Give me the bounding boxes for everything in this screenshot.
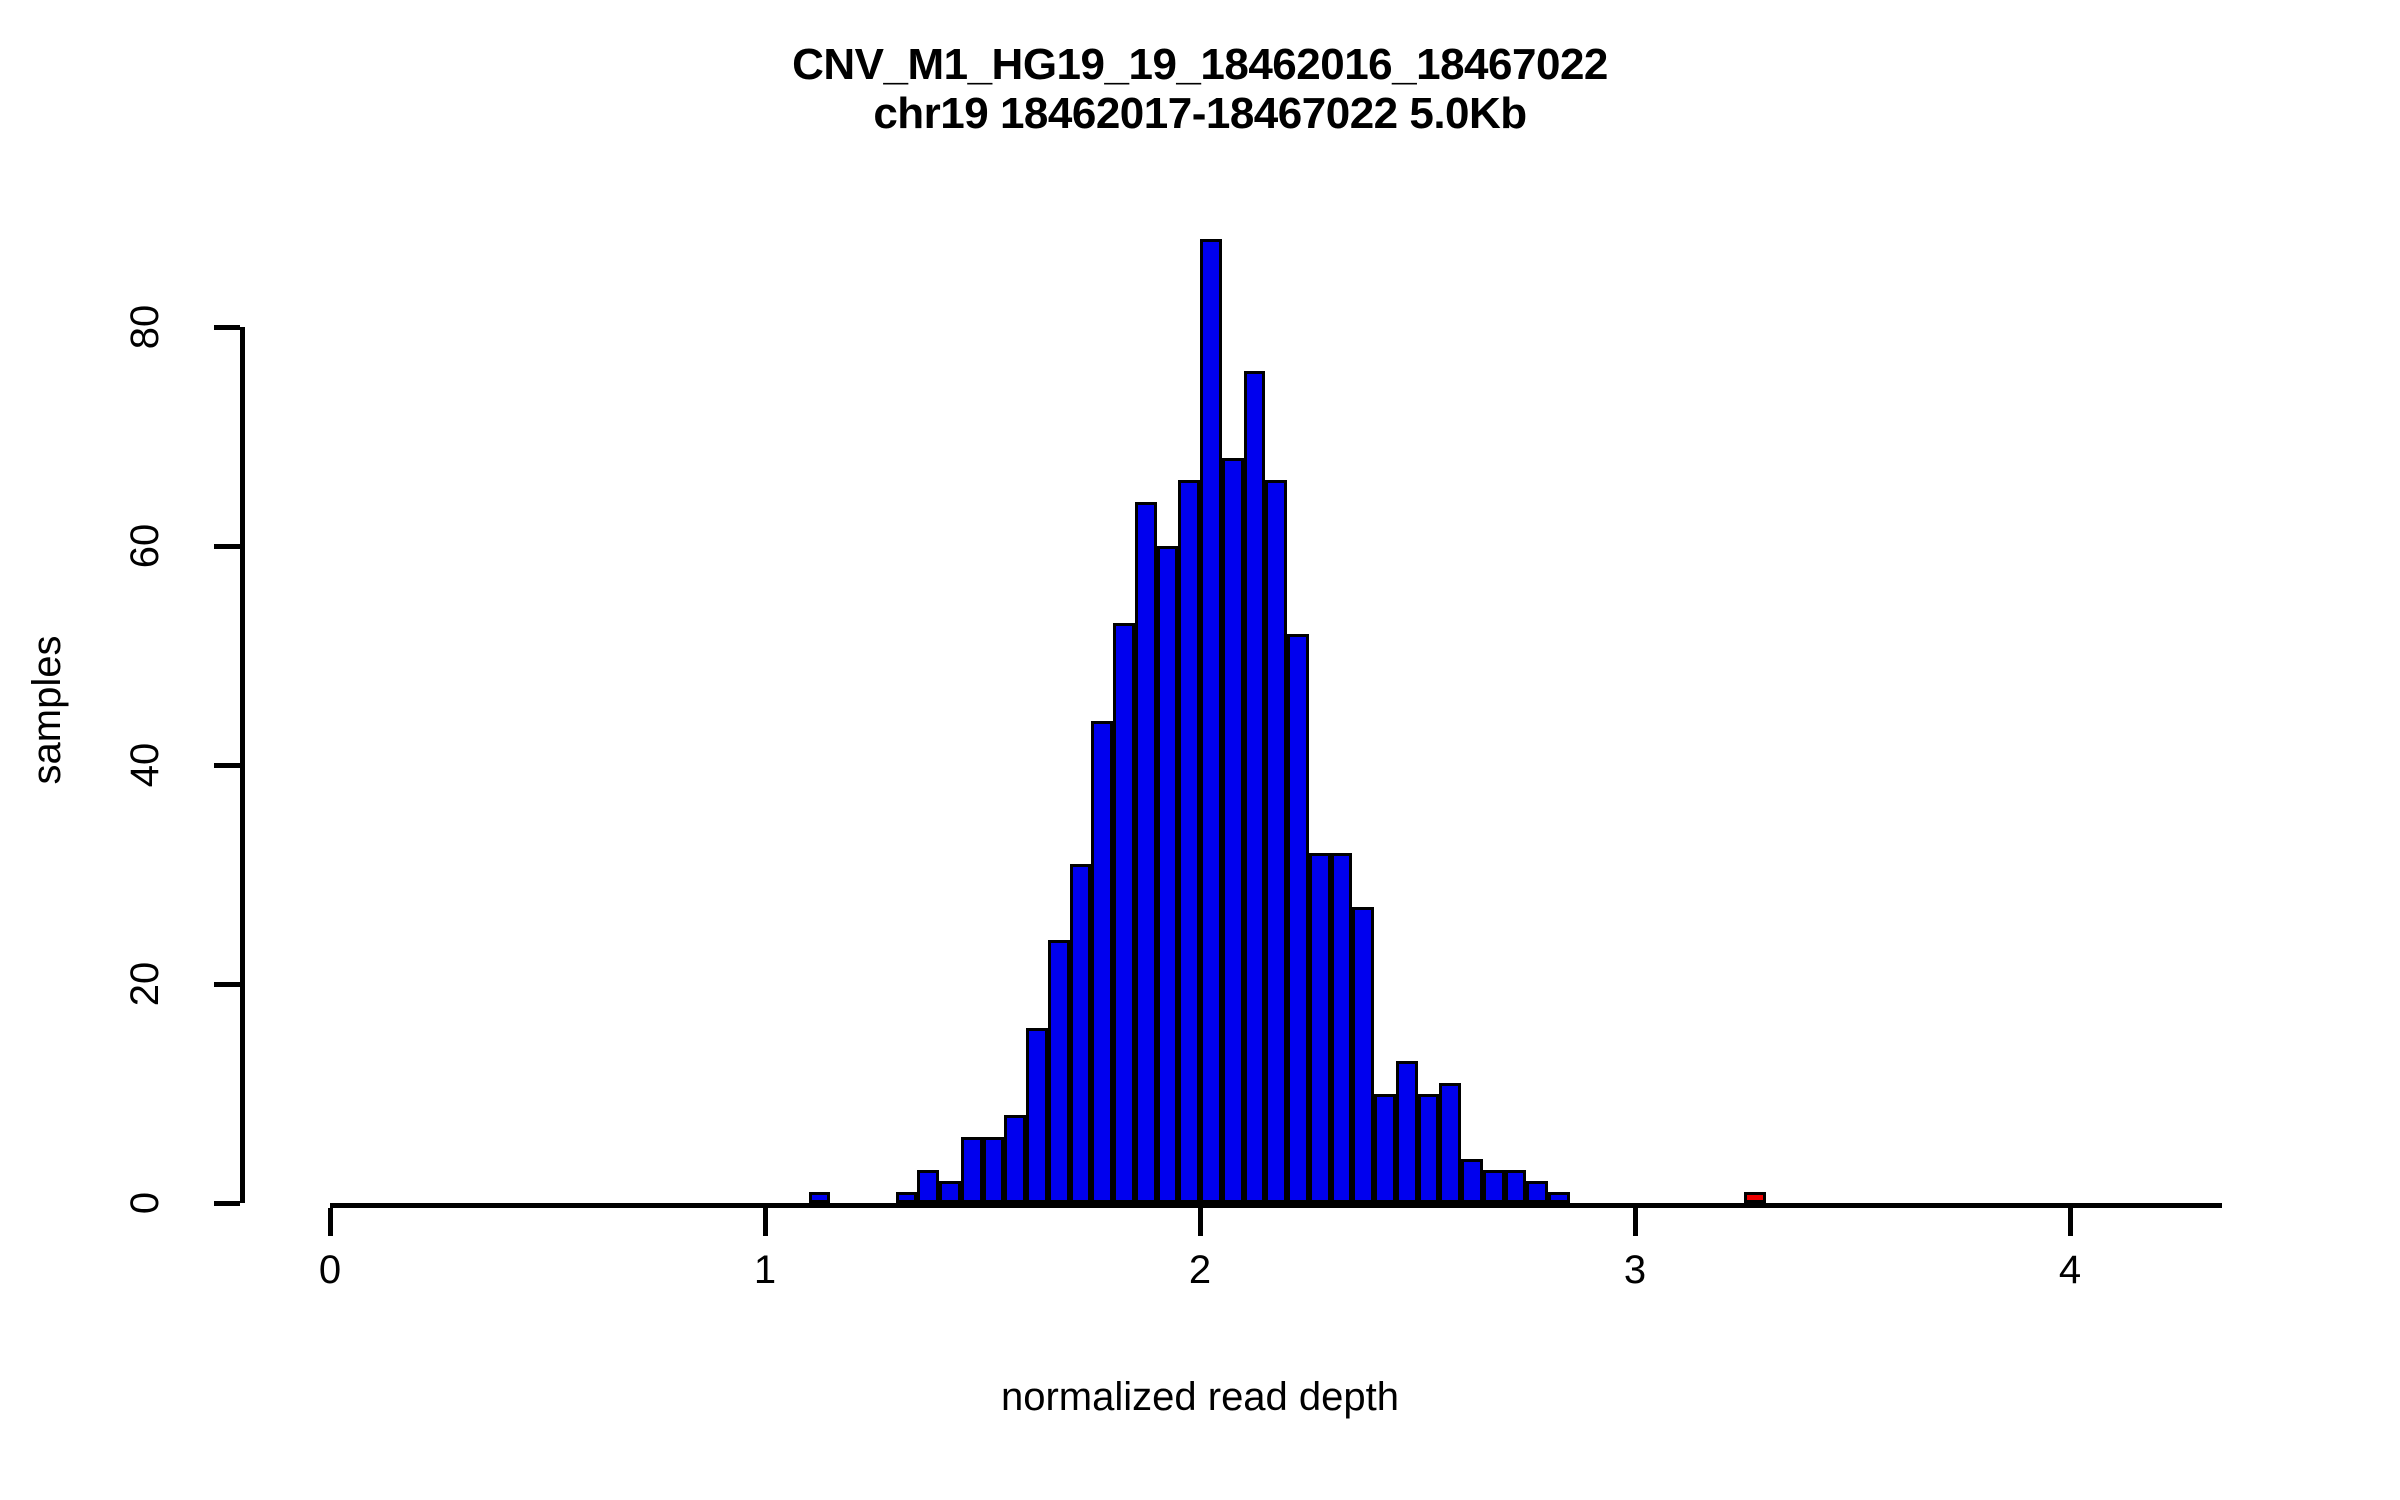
- x-axis-tick-label: 0: [318, 1248, 342, 1292]
- histogram-bar: [1287, 633, 1309, 1203]
- y-axis-tick: [214, 1201, 240, 1206]
- x-axis-tick-label: 2: [1188, 1248, 1212, 1292]
- histogram-bar: [1417, 1093, 1440, 1203]
- histogram-bar: [1374, 1093, 1396, 1203]
- x-axis-label: normalized read depth: [1000, 1375, 1400, 1419]
- histogram-bar: [1047, 940, 1070, 1203]
- y-axis-tick-label: 20: [123, 961, 167, 1007]
- x-axis-tick: [763, 1208, 768, 1236]
- histogram-bar: [1221, 458, 1244, 1203]
- histogram-bar: [1156, 546, 1179, 1203]
- chart-title: CNV_M1_HG19_19_18462016_18467022 chr19 1…: [0, 40, 2400, 139]
- x-axis-tick: [328, 1208, 333, 1236]
- histogram-bar: [1004, 1115, 1026, 1203]
- histogram-bar: [1352, 907, 1374, 1203]
- histogram-bar: [982, 1137, 1005, 1203]
- y-axis-tick: [214, 325, 240, 330]
- highlighted-bar: [1743, 1192, 1766, 1203]
- y-axis-tick: [214, 763, 240, 768]
- histogram-bar: [917, 1170, 939, 1203]
- histogram-bar: [1526, 1181, 1548, 1203]
- y-axis-tick-label: 0: [123, 1191, 167, 1215]
- histogram-bar: [1091, 721, 1113, 1203]
- histogram-bar: [1504, 1170, 1527, 1203]
- y-axis-tick-label: 80: [123, 304, 167, 350]
- x-axis-tick-label: 3: [1623, 1248, 1647, 1292]
- x-axis-tick-label: 4: [2058, 1248, 2082, 1292]
- x-axis-tick: [2068, 1208, 2073, 1236]
- histogram-bar: [895, 1192, 918, 1203]
- histogram-bar: [1134, 502, 1157, 1203]
- histogram-bar: [1265, 480, 1287, 1203]
- histogram-bar: [1243, 370, 1266, 1203]
- histogram-bar: [1308, 852, 1331, 1203]
- histogram-bar: [1395, 1060, 1418, 1203]
- chart-title-line-2: chr19 18462017-18467022 5.0Kb: [873, 89, 1527, 139]
- y-axis-tick: [214, 544, 240, 549]
- x-axis-tick: [1633, 1208, 1638, 1236]
- y-axis-tick-label: 60: [123, 523, 167, 569]
- y-axis-line: [240, 327, 245, 1203]
- histogram-bar: [1026, 1027, 1048, 1203]
- histogram-bar: [1113, 622, 1135, 1203]
- x-axis-tick: [1198, 1208, 1203, 1236]
- chart-title-line-1: CNV_M1_HG19_19_18462016_18467022: [792, 40, 1608, 89]
- histogram-bar: [808, 1192, 831, 1203]
- histogram-bar: [1069, 863, 1092, 1203]
- histogram-bar: [1548, 1192, 1570, 1203]
- x-axis-line: [330, 1203, 2223, 1208]
- histogram-bar: [1178, 480, 1200, 1203]
- x-axis-tick-label: 1: [753, 1248, 777, 1292]
- y-axis-tick: [214, 982, 240, 987]
- histogram-bar: [939, 1181, 961, 1203]
- y-axis-tick-label: 40: [123, 742, 167, 788]
- histogram-bar: [1200, 239, 1222, 1203]
- histogram-bar: [960, 1137, 983, 1203]
- histogram-bar: [1439, 1082, 1461, 1203]
- histogram-bar: [1482, 1170, 1505, 1203]
- histogram-bar: [1330, 852, 1353, 1203]
- histogram-bar: [1461, 1159, 1483, 1203]
